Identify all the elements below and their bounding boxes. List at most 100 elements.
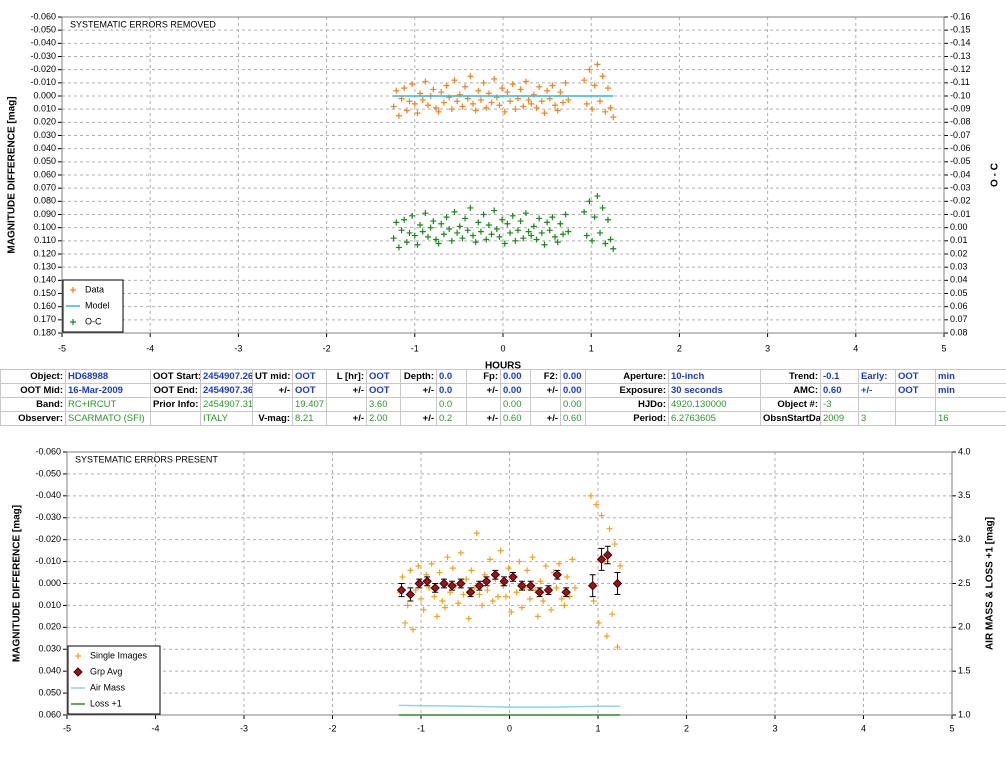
y-tick-label: 0.090 xyxy=(33,209,56,219)
plus-marker xyxy=(502,593,509,600)
plus-marker xyxy=(472,239,479,246)
plus-marker xyxy=(533,236,540,243)
plus-marker xyxy=(591,82,598,89)
table-cell xyxy=(895,397,936,412)
plus-marker xyxy=(581,208,588,215)
y2-tick-label: -0.04 xyxy=(950,169,971,179)
plus-marker xyxy=(518,604,525,611)
diamond-marker xyxy=(474,580,485,591)
y2-tick-label: -0.02 xyxy=(950,196,971,206)
table-cell xyxy=(466,397,501,412)
plus-marker xyxy=(393,87,400,94)
table-cell: F2: xyxy=(530,369,561,384)
table-cell: Aperture: xyxy=(585,369,669,384)
diamond-marker xyxy=(543,585,554,595)
plus-marker xyxy=(516,558,523,565)
table-cell: HD68988 xyxy=(65,369,151,384)
y2-tick-label: 0.06 xyxy=(950,301,968,311)
plus-marker xyxy=(395,244,402,251)
plus-marker xyxy=(435,240,442,247)
x-tick-label: 3 xyxy=(765,343,770,353)
y2-tick-label: 0.05 xyxy=(950,288,968,298)
plus-marker xyxy=(534,613,541,620)
plus-marker xyxy=(556,560,563,567)
plus-marker xyxy=(512,237,519,244)
x-tick-label: 5 xyxy=(949,723,954,733)
plus-marker xyxy=(406,98,413,105)
table-cell: +/- xyxy=(466,383,501,398)
y-tick-label: -0.020 xyxy=(35,534,61,544)
plus-marker xyxy=(409,81,416,88)
table-cell: 0.0 xyxy=(436,369,467,384)
diamond-marker xyxy=(481,576,492,587)
plus-marker xyxy=(513,589,520,596)
x-tick-label: -1 xyxy=(417,723,425,733)
plus-marker xyxy=(606,525,613,532)
table-cell: 4920.130000 xyxy=(668,397,761,412)
table-cell: 6.2763605 xyxy=(668,411,761,426)
table-cell: OOT End: xyxy=(150,383,201,398)
y2-tick-label: 2.0 xyxy=(958,622,971,632)
plus-marker xyxy=(488,99,495,106)
plus-marker xyxy=(393,219,400,226)
y-tick-label: 0.070 xyxy=(33,183,56,193)
plus-marker xyxy=(403,107,410,114)
annotation: SYSTEMATIC ERRORS PRESENT xyxy=(75,454,218,464)
diamond-marker xyxy=(396,585,407,595)
table-cell: 3 xyxy=(858,411,896,426)
x-tick-label: -3 xyxy=(234,343,242,353)
table-cell: 0.60 xyxy=(820,383,859,398)
table-cell: min xyxy=(935,383,1006,398)
plus-marker xyxy=(462,83,469,90)
table-cell: 8.21 xyxy=(292,411,327,426)
plus-marker xyxy=(411,232,418,239)
x-tick-label: 2 xyxy=(677,343,682,353)
y-tick-label: -0.040 xyxy=(35,490,61,500)
table-cell: Observer: xyxy=(0,411,66,426)
plus-marker xyxy=(609,611,616,618)
diamond-marker xyxy=(439,578,449,589)
table-cell: 3.60 xyxy=(366,397,401,412)
x-tick-label: -4 xyxy=(146,343,154,353)
plus-marker xyxy=(591,214,598,221)
plus-marker xyxy=(546,227,553,234)
plus-marker xyxy=(610,245,617,252)
y-tick-label: -0.020 xyxy=(30,64,56,74)
table-cell: OOT xyxy=(366,383,401,398)
diamond-marker xyxy=(552,570,562,580)
table-cell: -3 xyxy=(820,397,859,412)
plus-marker xyxy=(548,606,555,613)
plus-marker xyxy=(583,100,590,107)
plus-marker xyxy=(455,600,462,607)
plus-marker xyxy=(593,501,600,508)
plus-marker xyxy=(589,237,596,244)
y2-tick-label: 0.02 xyxy=(950,248,968,258)
plus-marker xyxy=(488,231,495,238)
diamond-marker xyxy=(465,587,476,597)
x-tick-label: -3 xyxy=(240,723,248,733)
x-tick-label: 4 xyxy=(861,723,866,733)
plus-marker xyxy=(526,595,533,602)
table-cell: OOT Start: xyxy=(150,369,201,384)
plus-marker xyxy=(430,218,437,225)
table-cell: V-mag: xyxy=(252,411,293,426)
legend-symbol xyxy=(70,287,76,293)
y-tick-label: -0.030 xyxy=(35,512,61,522)
plus-marker xyxy=(541,110,548,117)
table-cell: +/- xyxy=(326,411,367,426)
plus-marker xyxy=(428,560,435,567)
y2-tick-label: 0.07 xyxy=(950,314,968,324)
table-cell: HJDo: xyxy=(585,397,669,412)
plus-marker xyxy=(599,73,606,80)
plus-marker xyxy=(412,587,419,594)
y2-tick-label: 3.0 xyxy=(958,534,971,544)
plus-marker xyxy=(565,96,572,103)
y2-tick-label: 3.5 xyxy=(958,490,971,500)
plus-marker xyxy=(430,86,437,93)
plus-marker xyxy=(594,61,601,68)
table-cell xyxy=(530,397,561,412)
y2-tick-label: -0.10 xyxy=(950,90,971,100)
plus-marker xyxy=(561,602,568,609)
y-tick-label: 0.040 xyxy=(38,666,61,676)
